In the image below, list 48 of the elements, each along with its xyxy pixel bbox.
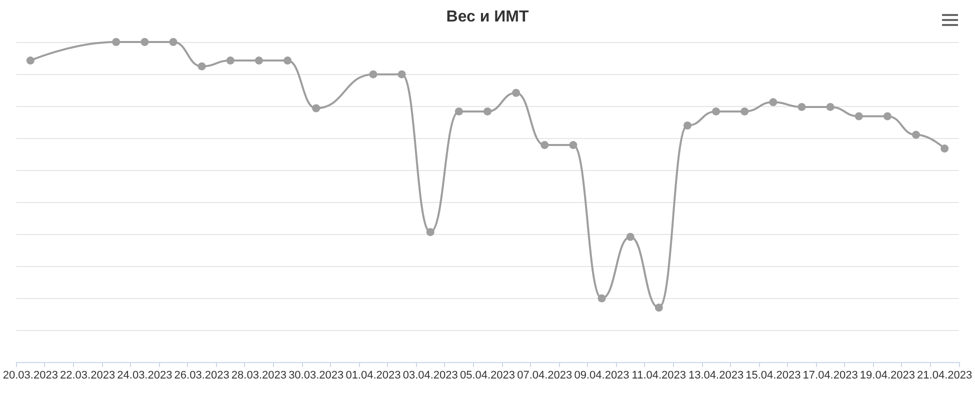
x-tick-label: 05.04.2023 [460,370,516,382]
point [426,228,434,236]
x-tick-label: 26.03.2023 [174,370,230,382]
x-tick-label: 09.04.2023 [574,370,630,382]
x-tick-label: 01.04.2023 [346,370,401,382]
x-tick-label: 28.03.2023 [231,370,286,382]
x-tick-label: 17.04.2023 [802,370,858,382]
point [826,102,834,111]
point [484,107,492,116]
point [369,70,378,78]
x-tick-label: 11.04.2023 [632,370,686,382]
x-tick-label: 24.03.2023 [117,370,172,382]
x-tick-label: 07.04.2023 [517,370,572,382]
point [254,56,263,65]
point [312,104,320,112]
point [198,62,206,70]
x-tick-label: 30.03.2023 [288,370,344,382]
point [169,38,178,46]
x-tick-label: 13.04.2023 [688,370,744,382]
point [512,88,520,97]
point [26,56,34,65]
point [569,141,578,150]
x-tick-label: 22.03.2023 [60,370,116,382]
x-tick-label: 03.04.2023 [402,370,458,382]
point [654,304,663,312]
x-tick-label: 20.03.2023 [2,370,58,382]
point [112,38,120,46]
point [798,102,806,111]
point [740,107,749,116]
point [626,232,634,241]
point [854,112,863,120]
point [883,112,892,120]
x-tick-label: 21.04.2023 [917,370,972,382]
point [912,130,920,139]
point [769,98,778,106]
point [226,56,234,65]
point [140,38,149,46]
x-tick-label: 19.04.2023 [860,370,915,382]
x-tick-label: 15.04.2023 [746,370,801,382]
point [598,294,606,302]
point [540,141,549,150]
point [712,107,720,116]
chart-title: Вес и ИМТ [446,8,529,26]
point [284,56,292,65]
point [454,107,463,116]
point [940,144,949,153]
point [398,70,406,78]
point [683,122,692,130]
